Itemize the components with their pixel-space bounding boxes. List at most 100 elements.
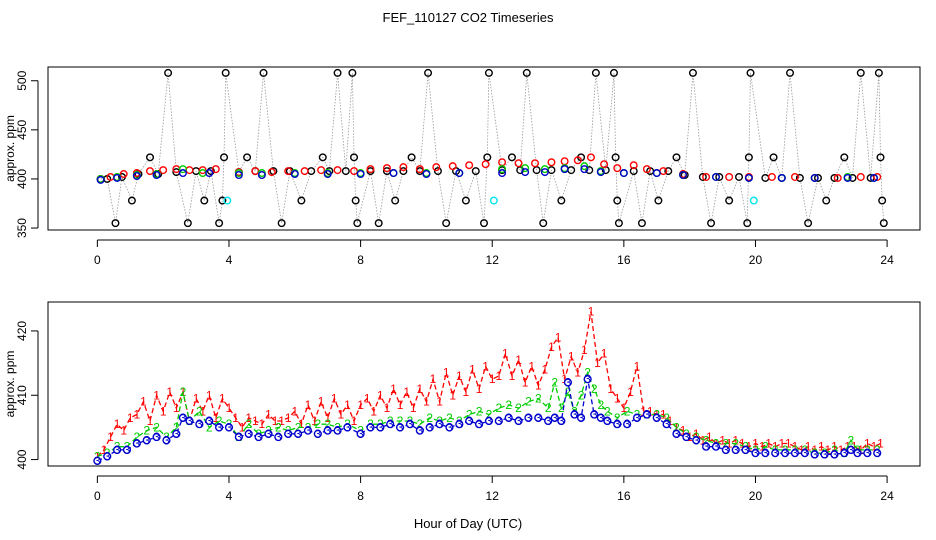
series-s3-point bbox=[514, 416, 523, 426]
y-tick-label: 420 bbox=[15, 321, 29, 341]
series-s1-point bbox=[333, 166, 342, 175]
raw-point bbox=[442, 219, 451, 228]
raw-point bbox=[715, 172, 724, 181]
series-s3-label: 3 bbox=[397, 420, 404, 434]
series-s1-label: 1 bbox=[140, 395, 147, 409]
series-s2-label: 2 bbox=[597, 398, 604, 412]
series-s3-label: 3 bbox=[446, 420, 453, 434]
series-s1-label: 1 bbox=[377, 388, 384, 402]
series-s1-point bbox=[629, 161, 638, 170]
series-s3-point bbox=[544, 416, 553, 426]
raw-point bbox=[183, 219, 192, 228]
raw-point bbox=[664, 167, 673, 176]
series-s1-label: 1 bbox=[765, 436, 772, 450]
series-s3-point bbox=[576, 413, 586, 422]
series-s3-label: 3 bbox=[874, 446, 881, 460]
series-s3-point bbox=[524, 413, 533, 422]
raw-point bbox=[830, 173, 839, 182]
series-s3-label: 3 bbox=[713, 440, 720, 454]
raw-point bbox=[471, 167, 480, 176]
series-s3-label: 3 bbox=[831, 447, 838, 461]
series-s1-label: 1 bbox=[502, 346, 509, 360]
series-s2-label: 2 bbox=[673, 420, 680, 434]
series-s3-point bbox=[205, 416, 214, 426]
series-s1-point bbox=[767, 172, 776, 181]
series-s3-point bbox=[853, 449, 862, 458]
raw-point bbox=[127, 196, 136, 205]
series-s1-label: 1 bbox=[680, 424, 687, 438]
raw-point bbox=[840, 153, 849, 162]
series-s1-label: 1 bbox=[798, 443, 805, 457]
series-s3-label: 3 bbox=[841, 446, 848, 460]
series-s1-label: 1 bbox=[607, 382, 614, 396]
series-s1-label: 1 bbox=[561, 372, 568, 386]
raw-point bbox=[557, 196, 566, 205]
series-s1-label: 1 bbox=[495, 369, 502, 383]
series-s1-point bbox=[586, 153, 595, 162]
series-s3-point bbox=[113, 445, 122, 455]
x-tick-label: 4 bbox=[226, 253, 233, 267]
series-s1-label: 1 bbox=[851, 440, 858, 454]
raw-point bbox=[539, 219, 548, 228]
series-s3-point bbox=[840, 449, 849, 458]
series-s1-label: 1 bbox=[469, 363, 476, 377]
series-s2-label: 2 bbox=[196, 404, 203, 418]
series-s1-label: 1 bbox=[436, 395, 443, 409]
series-s3-point bbox=[343, 423, 352, 432]
raw-point bbox=[333, 68, 342, 77]
series-s2-label: 2 bbox=[426, 411, 433, 425]
series-s3-label: 3 bbox=[314, 427, 321, 441]
series-s3-label: 3 bbox=[683, 430, 690, 444]
raw-point bbox=[507, 153, 516, 162]
series-s1-label: 1 bbox=[212, 411, 219, 425]
series-s3-point bbox=[596, 168, 605, 177]
series-s3-label: 3 bbox=[173, 427, 180, 441]
raw-point bbox=[297, 196, 306, 205]
series-s3-label: 3 bbox=[732, 443, 739, 457]
series-s3-point bbox=[254, 432, 263, 442]
series-s3-label: 3 bbox=[848, 443, 855, 457]
raw-point bbox=[522, 68, 531, 77]
series-s3-label: 3 bbox=[344, 420, 351, 434]
series-s1-label: 1 bbox=[482, 359, 489, 373]
y-tick-label: 400 bbox=[15, 449, 29, 469]
raw-point bbox=[876, 153, 885, 162]
x-tick-label: 16 bbox=[617, 489, 631, 503]
series-s3-point bbox=[652, 169, 661, 178]
series-s2-line bbox=[97, 370, 878, 458]
raw-point bbox=[848, 173, 857, 182]
series-s2-point bbox=[178, 165, 187, 174]
series-s3-point bbox=[810, 173, 819, 182]
flagged-point bbox=[749, 196, 758, 205]
raw-point bbox=[874, 68, 883, 77]
series-s1-label: 1 bbox=[759, 440, 766, 454]
raw-point bbox=[879, 219, 888, 228]
y-axis-label: approx. ppm bbox=[3, 351, 17, 418]
series-s1-point bbox=[613, 164, 622, 173]
series-s1-point bbox=[725, 172, 734, 181]
series-s1-point bbox=[146, 167, 155, 176]
series-s3-point bbox=[323, 426, 332, 435]
raw-point bbox=[707, 219, 716, 228]
series-s1-label: 1 bbox=[548, 340, 555, 354]
series-s3-point bbox=[132, 439, 141, 448]
y-tick-label: 350 bbox=[15, 218, 29, 238]
series-s3-label: 3 bbox=[821, 447, 828, 461]
series-s1-label: 1 bbox=[397, 398, 404, 412]
series-s2-label: 2 bbox=[134, 430, 141, 444]
series-s3-label: 3 bbox=[180, 411, 187, 425]
raw-point bbox=[318, 153, 327, 162]
series-s3-label: 3 bbox=[854, 446, 861, 460]
raw-point bbox=[433, 167, 442, 176]
series-s1-point bbox=[211, 165, 220, 174]
series-s3-label: 3 bbox=[525, 411, 532, 425]
series-s3-point bbox=[642, 410, 651, 419]
plot-frame bbox=[47, 301, 921, 467]
series-s3-label: 3 bbox=[124, 443, 131, 457]
raw-point bbox=[351, 196, 360, 205]
raw-point bbox=[164, 68, 173, 77]
series-s3-point bbox=[820, 450, 829, 459]
series-s3-point bbox=[741, 445, 750, 455]
series-s3-point bbox=[540, 168, 549, 177]
series-s3-label: 3 bbox=[742, 443, 749, 457]
